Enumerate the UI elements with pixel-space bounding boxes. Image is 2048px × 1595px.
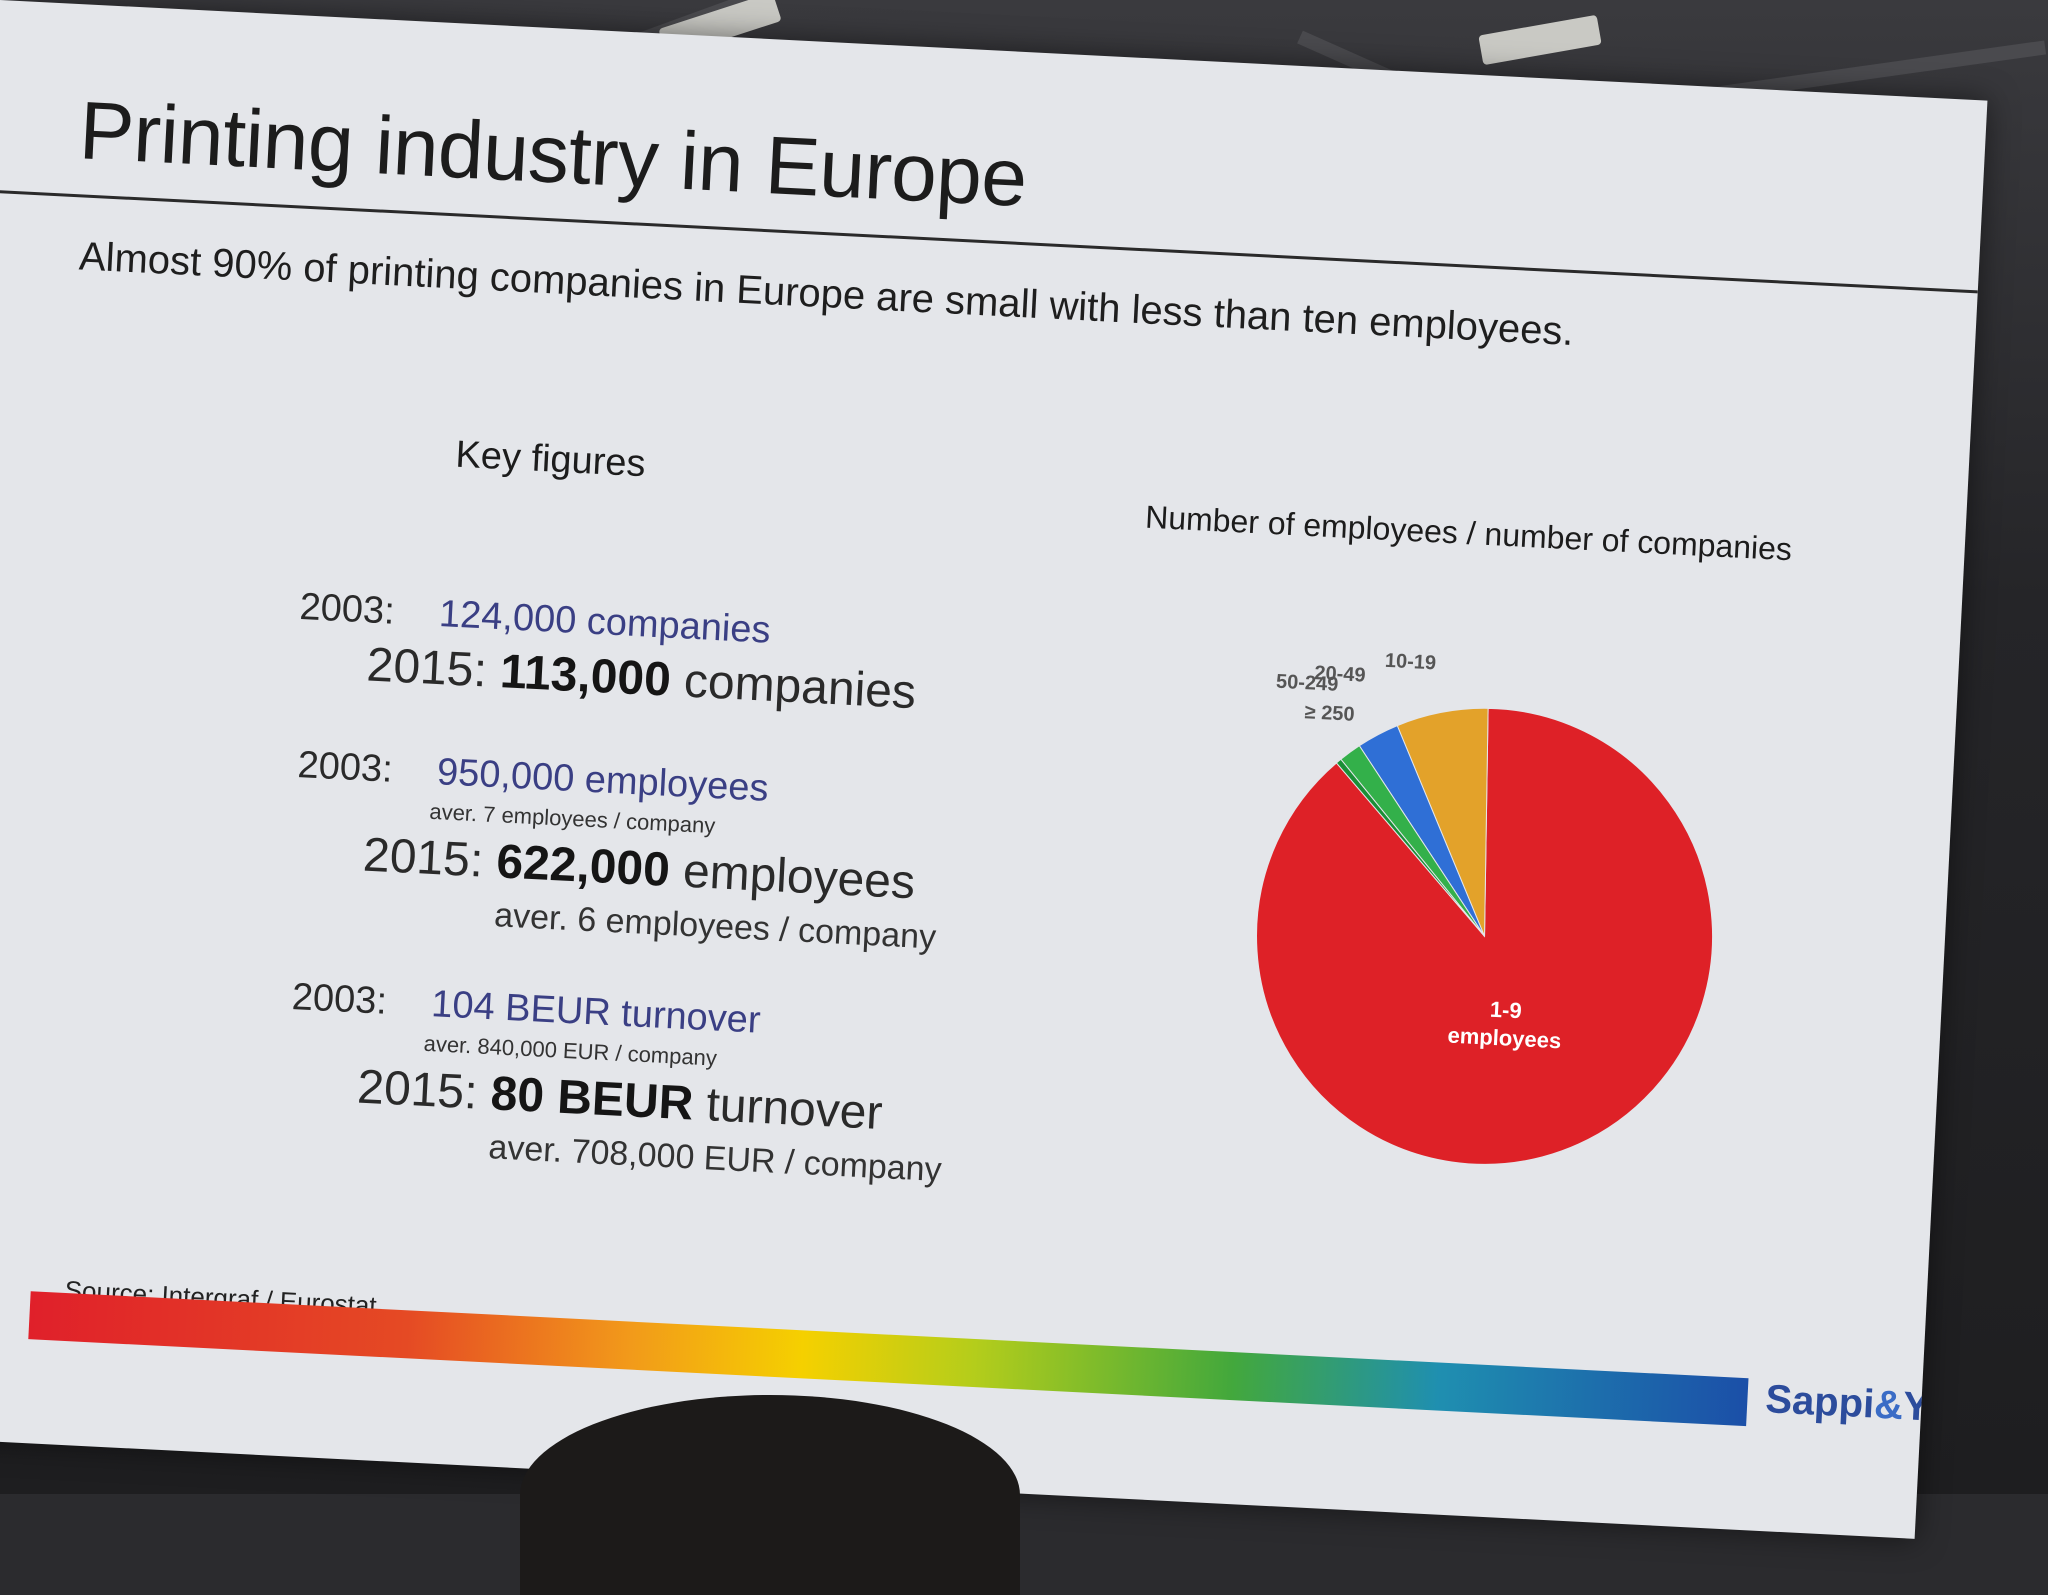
slide-title: Printing industry in Europe (77, 85, 1029, 225)
companies-2015: 2015: 113,000 companies (365, 637, 917, 720)
employees-2003-value: 950,000 (436, 751, 576, 801)
turnover-2003-unit: turnover (620, 992, 762, 1042)
employees-2015-unit: employees (681, 844, 917, 910)
turnover-2015-unit: turnover (705, 1078, 884, 1141)
pie-label: 50-249 (1276, 671, 1339, 696)
year-label: 2015: (356, 1060, 479, 1120)
turnover-2003: 2003: 104 BEUR turnover (291, 976, 762, 1043)
slide-subtitle: Almost 90% of printing companies in Euro… (78, 234, 1575, 355)
pie-label: 20-49 (1314, 662, 1366, 687)
year-label: 2015: (365, 638, 489, 698)
projected-slide: Printing industry in Europe Almost 90% o… (0, 0, 1988, 1539)
year-label: 2015: (361, 828, 485, 888)
pie-label: 10-19 (1384, 650, 1436, 675)
brand-color-bar (28, 1291, 1749, 1427)
companies-2003-value: 124,000 (438, 593, 578, 642)
audience-head-silhouette (520, 1395, 1020, 1595)
turnover-2015-value: 80 BEUR (489, 1067, 695, 1131)
companies-2015-value: 113,000 (498, 645, 673, 707)
employees-2003: 2003: 950,000 employees (297, 744, 770, 811)
year-label: 2003: (298, 585, 396, 633)
year-label: 2003: (290, 976, 388, 1023)
turnover-2003-value: 104 BEUR (430, 983, 612, 1035)
companies-2015-unit: companies (682, 654, 918, 720)
turnover-2015: 2015: 80 BEUR turnover (356, 1060, 884, 1142)
companies-2003-unit: companies (585, 600, 772, 652)
pie-label: ≥ 250 (1304, 701, 1355, 725)
pie-label: 1-9employees (1447, 995, 1563, 1054)
chart-title: Number of employees / number of companie… (1144, 498, 1793, 568)
employees-2015-value: 622,000 (495, 835, 672, 897)
employees-2015: 2015: 622,000 employees (362, 828, 917, 911)
ceiling-light (1478, 14, 1602, 66)
key-figures-heading: Key figures (454, 433, 647, 486)
employees-2003-unit: employees (583, 758, 770, 810)
year-label: 2003: (296, 744, 394, 791)
pie-slice--250 (1335, 758, 1485, 937)
